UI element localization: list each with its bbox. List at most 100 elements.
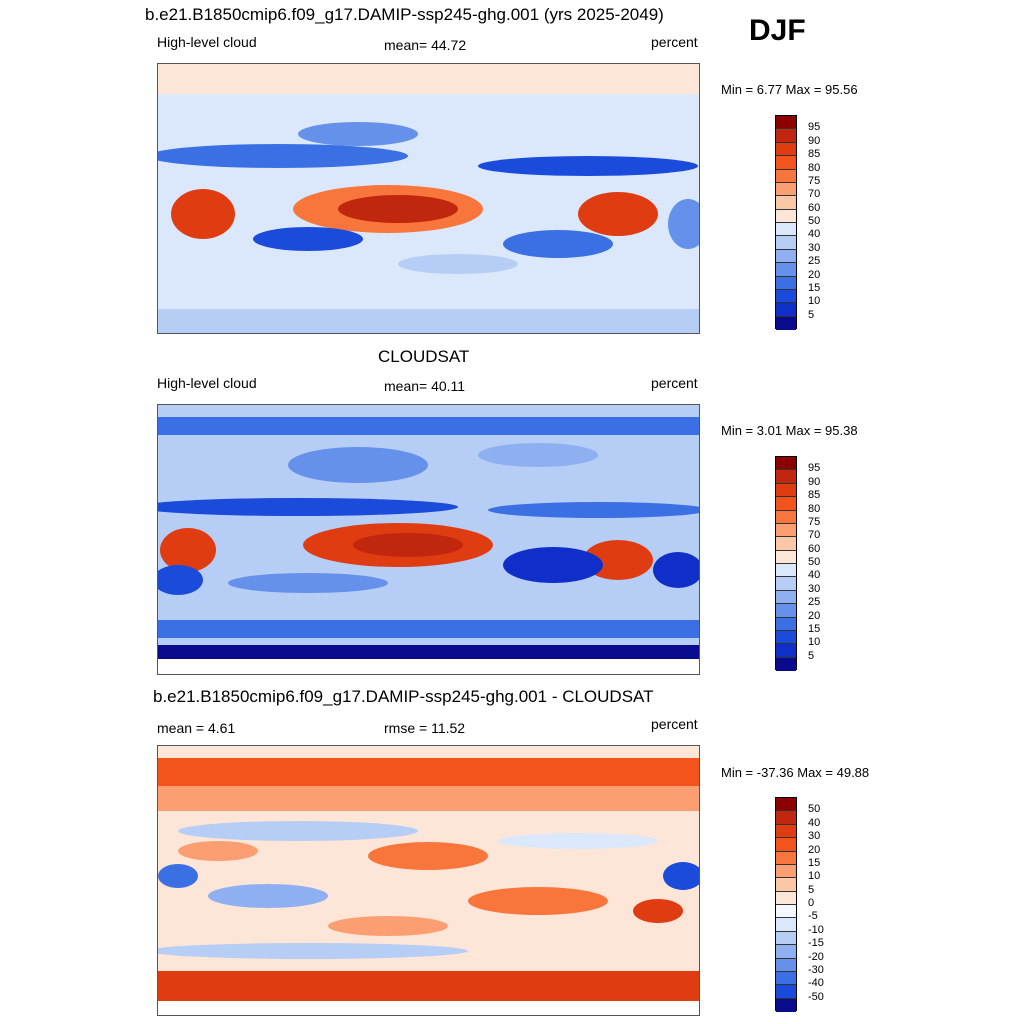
colorbar-segment xyxy=(776,142,796,157)
panel-1-minmax: Min = 6.77 Max = 95.56 xyxy=(721,82,858,97)
colorbar-segment xyxy=(776,644,796,658)
panel-3-minmax: Min = -37.36 Max = 49.88 xyxy=(721,765,870,780)
panel-2-units-label: percent xyxy=(651,375,698,391)
colorbar-tick-label: 20 xyxy=(808,843,821,856)
panel-3-rmse-label: rmse = 11.52 xyxy=(384,720,466,736)
colorbar-tick-label: -15 xyxy=(808,937,824,950)
colorbar-segment xyxy=(776,931,796,946)
colorbar-segment xyxy=(776,918,796,932)
colorbar-segment xyxy=(776,537,796,551)
colorbar-segment xyxy=(776,577,796,591)
colorbar-tick-label: -40 xyxy=(808,977,824,990)
colorbar-tick-label: 50 xyxy=(808,556,821,568)
colorbar-segment xyxy=(776,878,796,892)
colorbar-segment xyxy=(776,523,796,538)
colorbar-segment xyxy=(776,209,796,223)
colorbar-tick-label: 5 xyxy=(808,308,815,321)
colorbar-segment xyxy=(776,550,796,564)
colorbar-segment xyxy=(776,303,796,317)
colorbar-tick-label: 30 xyxy=(808,582,821,595)
colorbar-tick-label: 90 xyxy=(808,134,821,147)
colorbar-segment xyxy=(776,182,796,197)
colorbar-segment xyxy=(776,510,796,524)
colorbar-tick-label: 85 xyxy=(808,489,821,502)
colorbar-segment xyxy=(776,196,796,210)
colorbar-tick-label: 95 xyxy=(808,462,821,475)
panel-2-minmax: Min = 3.01 Max = 95.38 xyxy=(721,423,858,438)
colorbar-segment xyxy=(776,811,796,825)
colorbar-segment xyxy=(776,470,796,484)
colorbar-segment xyxy=(776,824,796,839)
colorbar-tick-label: 10 xyxy=(808,295,821,308)
colorbar-tick-label: 25 xyxy=(808,596,821,609)
colorbar-tick-label: 95 xyxy=(808,121,821,134)
colorbar-tick-label: 15 xyxy=(808,622,821,635)
colorbar-tick-label: 40 xyxy=(808,228,821,241)
colorbar-tick-label: 15 xyxy=(808,281,821,294)
colorbar-tick-label: 5 xyxy=(808,883,815,896)
colorbar-tick-label: 25 xyxy=(808,255,821,268)
colorbar-segment xyxy=(776,316,796,330)
panel-2-variable-label: High-level cloud xyxy=(157,375,257,391)
colorbar-tick-label: -5 xyxy=(808,910,818,923)
colorbar-tick-label: -20 xyxy=(808,950,824,963)
colorbar-tick-label: 70 xyxy=(808,529,821,542)
colorbar-tick-label: 75 xyxy=(808,515,821,528)
panel-2-map xyxy=(157,404,700,675)
colorbar-segment xyxy=(776,798,796,812)
colorbar-tick-label: -10 xyxy=(808,923,824,936)
colorbar-tick-label: -30 xyxy=(808,963,824,976)
panel-1-map xyxy=(157,63,700,334)
panel-2-colorbar xyxy=(775,456,797,671)
colorbar-segment xyxy=(776,249,796,264)
colorbar-tick-label: 20 xyxy=(808,268,821,281)
colorbar-tick-label: 80 xyxy=(808,161,821,174)
panel-2-mean-label: mean= 40.11 xyxy=(384,378,466,394)
colorbar-tick-label: 90 xyxy=(808,475,821,488)
colorbar-tick-label: 5 xyxy=(808,649,815,662)
colorbar-segment xyxy=(776,169,796,183)
colorbar-tick-label: 0 xyxy=(808,897,815,909)
colorbar-tick-label: 50 xyxy=(808,803,821,816)
panel-1-title: b.e21.B1850cmip6.f09_g17.DAMIP-ssp245-gh… xyxy=(145,5,664,24)
colorbar-segment xyxy=(776,604,796,618)
colorbar-segment xyxy=(776,289,796,304)
colorbar-tick-label: 70 xyxy=(808,188,821,201)
panel-3-mean-label: mean = 4.61 xyxy=(157,720,236,736)
colorbar-tick-label: 50 xyxy=(808,215,821,227)
colorbar-segment xyxy=(776,129,796,143)
colorbar-segment xyxy=(776,276,796,290)
colorbar-tick-label: 30 xyxy=(808,830,821,843)
colorbar-segment xyxy=(776,497,796,511)
colorbar-tick-label: 85 xyxy=(808,148,821,161)
colorbar-segment xyxy=(776,851,796,865)
colorbar-segment xyxy=(776,630,796,645)
colorbar-tick-label: 40 xyxy=(808,569,821,582)
season-label: DJF xyxy=(749,14,806,47)
panel-3-units-label: percent xyxy=(651,716,698,732)
panel-3-map xyxy=(157,745,700,1016)
colorbar-segment xyxy=(776,564,796,578)
colorbar-segment xyxy=(776,657,796,671)
colorbar-segment xyxy=(776,985,796,999)
colorbar-segment xyxy=(776,457,796,471)
panel-3-title: b.e21.B1850cmip6.f09_g17.DAMIP-ssp245-gh… xyxy=(153,687,654,706)
colorbar-segment xyxy=(776,838,796,852)
panel-3-colorbar xyxy=(775,797,797,1012)
colorbar-segment xyxy=(776,263,796,277)
colorbar-tick-label: 60 xyxy=(808,542,821,555)
colorbar-tick-label: 60 xyxy=(808,201,821,214)
colorbar-segment xyxy=(776,590,796,605)
colorbar-segment xyxy=(776,617,796,631)
colorbar-segment xyxy=(776,483,796,498)
panel-1-units-label: percent xyxy=(651,34,698,50)
colorbar-tick-label: 15 xyxy=(808,856,821,869)
colorbar-tick-label: 80 xyxy=(808,502,821,515)
colorbar-segment xyxy=(776,891,796,905)
panel-1-mean-label: mean= 44.72 xyxy=(384,37,467,53)
colorbar-segment xyxy=(776,223,796,237)
colorbar-segment xyxy=(776,864,796,879)
panel-1-variable-label: High-level cloud xyxy=(157,34,257,50)
colorbar-tick-label: 20 xyxy=(808,609,821,622)
colorbar-tick-label: 10 xyxy=(808,870,821,883)
